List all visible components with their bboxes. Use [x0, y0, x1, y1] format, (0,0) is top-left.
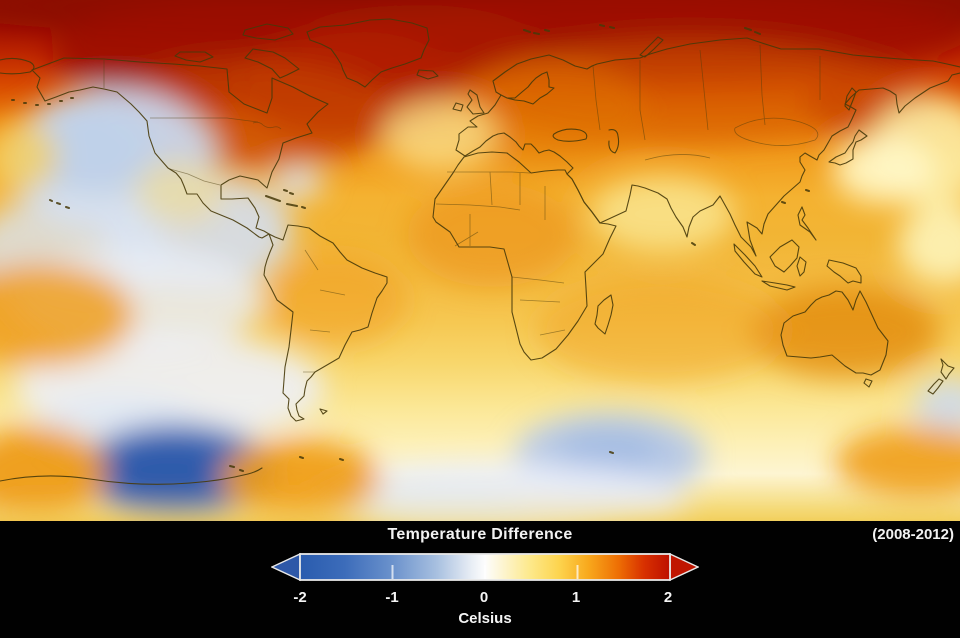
tick-label-pos2: 2 [663, 589, 673, 606]
colorbar-svg [270, 552, 700, 582]
country-borders [103, 44, 821, 373]
anomaly-blobs [0, 0, 960, 521]
colorbar-ticks [391, 565, 579, 579]
colorbar [270, 552, 700, 582]
world-anomaly-svg [0, 0, 960, 521]
colorbar-unit-label: Celsius [458, 610, 512, 627]
temperature-anomaly-map [0, 0, 960, 521]
coastlines [0, 18, 960, 485]
tick-label-neg1: -1 [385, 589, 399, 606]
colorbar-right-arrow-icon [669, 552, 700, 582]
legend-footer: Temperature Difference (2008-2012) -2 -1 [0, 521, 960, 638]
island-dots [11, 24, 810, 472]
colorbar-left-arrow-icon [270, 552, 301, 582]
period-label: (2008-2012) [872, 526, 954, 543]
colorbar-tick-labels: -2 -1 0 1 2 [0, 589, 960, 607]
tick-label-zero: 0 [479, 589, 489, 606]
colorbar-title: Temperature Difference [387, 526, 573, 543]
tick-label-neg2: -2 [293, 589, 307, 606]
tick-label-pos1: 1 [571, 589, 581, 606]
